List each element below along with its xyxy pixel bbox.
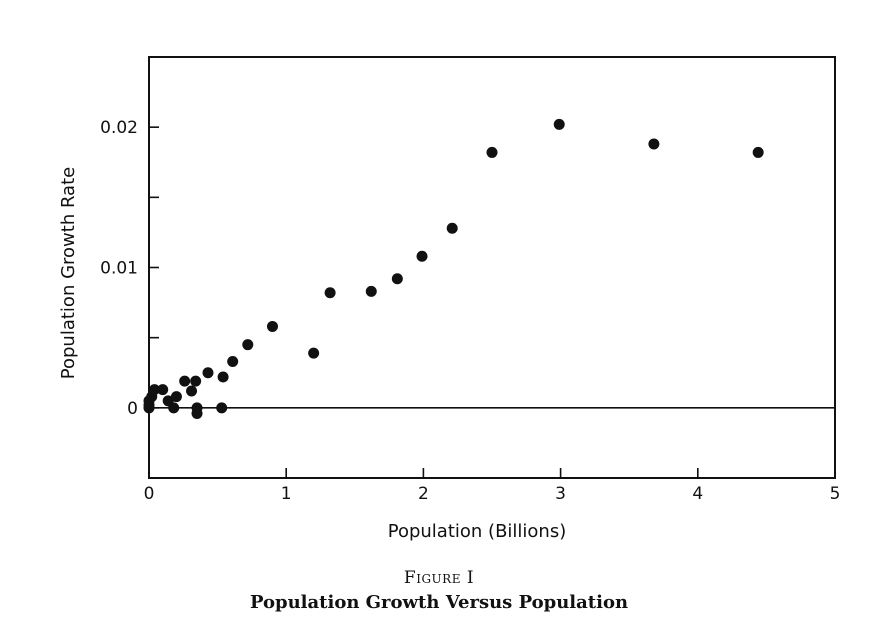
y-tick-label: 0: [127, 399, 138, 419]
data-point: [365, 285, 377, 297]
x-tick-label: 0: [144, 484, 155, 504]
x-tick-label: 3: [555, 484, 566, 504]
data-point: [148, 384, 160, 396]
y-tick-label: 0.02: [100, 118, 138, 138]
x-tick-label: 2: [418, 484, 429, 504]
plot-frame: [148, 56, 836, 479]
data-point: [391, 273, 403, 285]
figure-label: Figure I: [403, 568, 475, 588]
data-points: [143, 118, 764, 419]
figure-title: Population Growth Versus Population: [249, 592, 629, 613]
x-axis-label: Population (Billions): [388, 521, 567, 542]
x-tick-label: 5: [830, 484, 841, 504]
data-point: [191, 402, 203, 414]
x-ticks: 0 1 2 3 4 5: [144, 468, 841, 504]
data-point: [217, 371, 229, 383]
y-ticks: 0 0.01 0.02: [100, 118, 159, 479]
data-point: [266, 320, 278, 332]
data-point: [416, 250, 428, 262]
data-point: [216, 402, 228, 414]
data-point: [227, 356, 239, 368]
y-tick-label: 0.01: [100, 259, 138, 279]
data-point: [752, 146, 764, 158]
data-point: [242, 339, 254, 351]
data-point: [446, 222, 458, 234]
data-point: [202, 367, 214, 379]
data-point: [648, 138, 660, 150]
data-point: [179, 375, 191, 387]
data-point: [168, 402, 180, 414]
y-axis-label: Population Growth Rate: [58, 167, 79, 379]
x-tick-label: 1: [281, 484, 292, 504]
data-point: [324, 287, 336, 299]
data-point: [553, 118, 565, 130]
data-point: [308, 347, 320, 359]
data-point: [157, 384, 169, 396]
x-tick-label: 4: [692, 484, 703, 504]
data-point: [190, 375, 202, 387]
data-point: [186, 385, 198, 397]
scatter-chart: 0 1 2 3 4 5 0 0.01 0.02 Population (Billions) P…: [58, 56, 841, 542]
data-point: [486, 146, 498, 158]
data-point: [170, 391, 182, 403]
